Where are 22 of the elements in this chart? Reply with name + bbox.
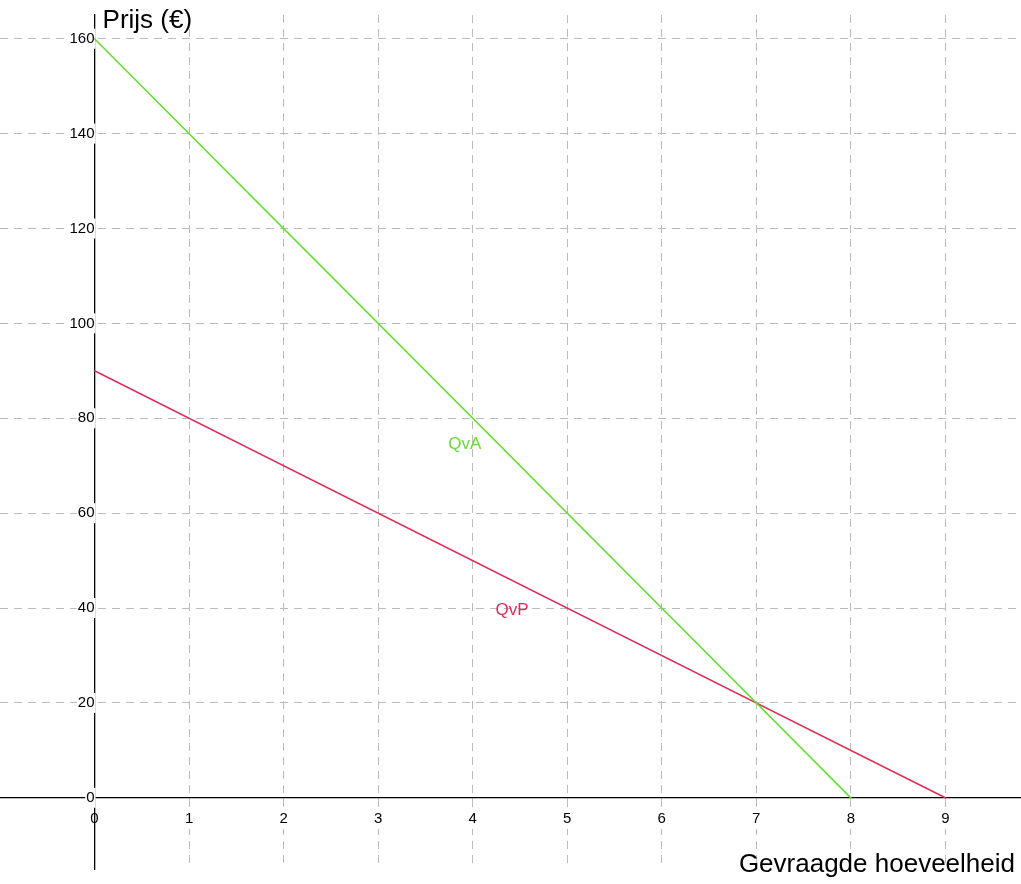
y-tick-label: 160 [69, 28, 95, 46]
series-label: QvP [495, 600, 529, 620]
y-tick-label: 20 [77, 693, 95, 711]
y-tick-label: 60 [77, 503, 95, 521]
y-axis-title: Prijs (€) [102, 4, 193, 35]
x-axis-title: Gevraagde hoeveelheid [738, 848, 1015, 879]
x-tick-label: 4 [468, 808, 477, 826]
y-tick-label: 80 [77, 408, 95, 426]
x-tick-label: 1 [184, 808, 194, 826]
x-tick-label: 7 [752, 808, 761, 826]
y-tick-label: 40 [77, 598, 95, 616]
y-tick-label: 0 [86, 787, 95, 805]
x-tick-label: 6 [657, 808, 666, 826]
y-tick-label: 140 [69, 123, 95, 141]
y-tick-label: 120 [69, 218, 95, 236]
x-tick-label: 8 [846, 808, 856, 826]
x-tick-label: 2 [279, 808, 288, 826]
y-tick-label: 100 [69, 313, 95, 331]
x-tick-label: 9 [941, 808, 950, 826]
series-label: QvA [448, 433, 482, 453]
x-tick-label: 3 [373, 808, 383, 826]
x-tick-label: 5 [563, 808, 572, 826]
